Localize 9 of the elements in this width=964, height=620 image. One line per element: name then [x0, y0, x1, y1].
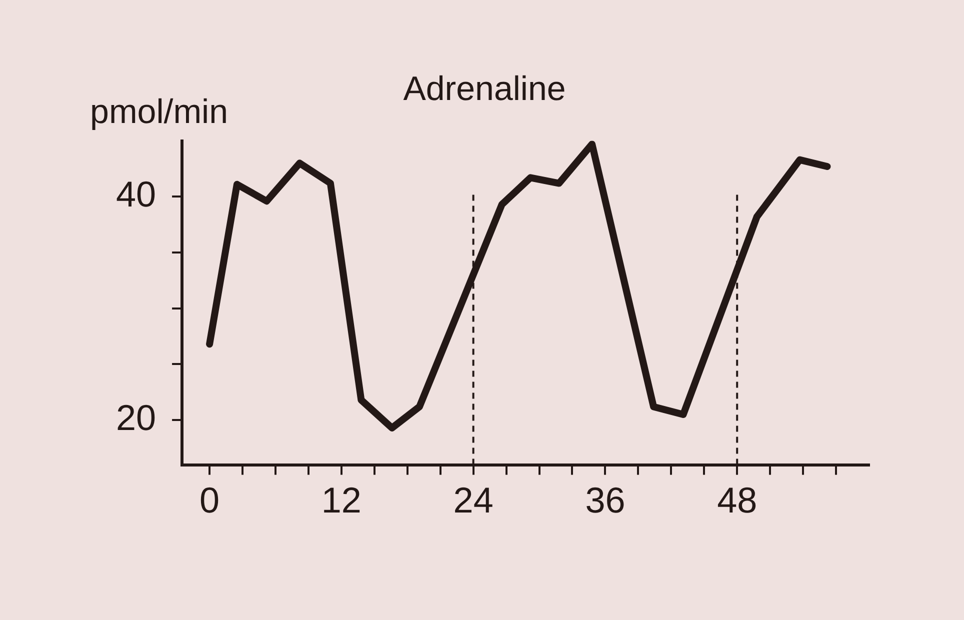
x-tick-label: 48 [707, 479, 768, 520]
y-tick-label: 40 [106, 174, 166, 215]
x-tick-label: 36 [575, 479, 636, 520]
chart-title: Adrenaline [403, 70, 566, 108]
y-tick-label: 20 [106, 397, 166, 438]
x-tick-label: 12 [311, 479, 372, 520]
y-axis-title: pmol/min [90, 93, 228, 132]
x-tick-label: 24 [443, 479, 504, 520]
x-tick-label: 0 [190, 479, 230, 520]
